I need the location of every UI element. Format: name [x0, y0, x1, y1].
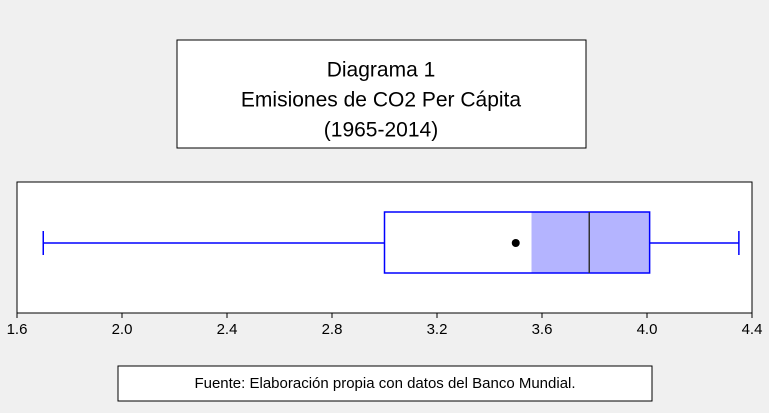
x-tick-label: 3.2 [427, 321, 448, 338]
x-tick-label: 4.0 [637, 321, 658, 338]
footnote-box [117, 365, 653, 402]
title-box [176, 39, 587, 149]
x-tick-label: 2.4 [217, 321, 238, 338]
chart-title: (1965-2014) [324, 119, 438, 142]
footnote: Fuente: Elaboración propia con datos del… [194, 375, 575, 392]
median-ci [531, 212, 650, 273]
x-tick-label: 1.6 [7, 321, 28, 338]
box [383, 211, 651, 274]
chart-title: Emisiones de CO2 Per Cápita [241, 89, 521, 112]
x-tick-label: 3.6 [532, 321, 553, 338]
chart-title: Diagrama 1 [327, 59, 436, 82]
x-tick-label: 2.0 [112, 321, 133, 338]
x-tick-label: 4.4 [742, 321, 763, 338]
x-tick-label: 2.8 [322, 321, 343, 338]
mean [511, 239, 520, 247]
